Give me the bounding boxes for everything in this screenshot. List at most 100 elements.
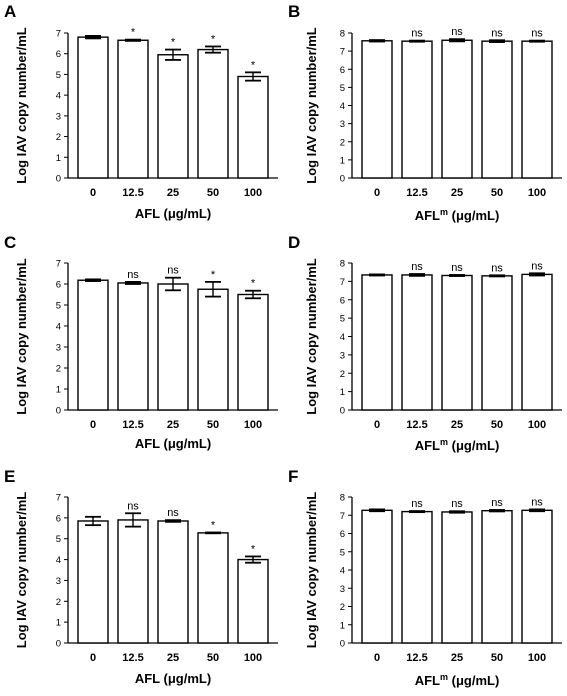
y-tick-label: 1 bbox=[340, 620, 345, 631]
x-tick-label: 0 bbox=[374, 419, 380, 431]
significance-label: ns bbox=[531, 28, 543, 40]
x-tick-label: 25 bbox=[167, 419, 179, 431]
y-tick-label: 1 bbox=[56, 153, 61, 164]
chart-panel-f: F 0 1 2 3 4 5 6 7 8 0 ns 12.5 ns 25 ns 50 ns 100 Log IAV co… bbox=[288, 467, 562, 688]
bar bbox=[481, 509, 513, 644]
y-tick-label: 0 bbox=[56, 639, 61, 650]
significance-label: * bbox=[211, 519, 216, 531]
significance-label: ns bbox=[531, 260, 543, 272]
x-axis-title-unit: (μg/mL) bbox=[160, 436, 211, 451]
x-axis-title-unit: (μg/mL) bbox=[448, 673, 499, 688]
x-axis-title: AFLm (μg/mL) bbox=[415, 437, 500, 453]
bar bbox=[117, 282, 149, 411]
y-axis-title: Log IAV copy number/mL bbox=[14, 27, 29, 184]
bar bbox=[77, 520, 109, 644]
bar bbox=[401, 510, 433, 644]
significance-label: * bbox=[131, 27, 136, 39]
y-tick-label: 3 bbox=[340, 350, 345, 361]
bar bbox=[157, 283, 189, 411]
y-tick-label: 3 bbox=[56, 576, 61, 587]
x-tick-label: 0 bbox=[374, 652, 380, 664]
panel-letter: E bbox=[4, 467, 15, 486]
y-tick-label: 4 bbox=[340, 101, 345, 112]
x-axis-title-main: AFL bbox=[415, 438, 440, 453]
y-tick-label: 8 bbox=[340, 259, 345, 270]
bar bbox=[117, 519, 149, 644]
x-axis-title: AFL (μg/mL) bbox=[135, 671, 211, 686]
bar bbox=[361, 40, 393, 179]
y-tick-label: 2 bbox=[56, 132, 61, 143]
panel-letter: F bbox=[288, 467, 298, 486]
x-tick-label: 25 bbox=[167, 187, 179, 199]
x-axis-title-main: AFL bbox=[415, 208, 440, 223]
x-tick-label: 0 bbox=[90, 419, 96, 431]
x-tick-label: 25 bbox=[451, 419, 463, 431]
x-axis-title: AFL (μg/mL) bbox=[135, 436, 211, 451]
x-axis-title-main: AFL bbox=[135, 671, 160, 686]
x-axis-title-main: AFL bbox=[135, 206, 160, 221]
significance-label: ns bbox=[167, 265, 179, 277]
y-tick-label: 5 bbox=[56, 301, 61, 312]
x-axis-title-superscript: m bbox=[440, 207, 448, 217]
bar bbox=[157, 520, 189, 644]
y-tick-label: 5 bbox=[56, 534, 61, 545]
y-tick-label: 1 bbox=[340, 387, 345, 398]
x-tick-label: 25 bbox=[451, 652, 463, 664]
bar bbox=[441, 274, 473, 411]
chart-panel-d: D 0 1 2 3 4 5 6 7 8 0 ns 12.5 ns 25 ns 50 ns 100 Log IAV co… bbox=[288, 233, 562, 453]
y-tick-label: 5 bbox=[340, 83, 345, 94]
y-axis-title: Log IAV copy number/mL bbox=[14, 492, 29, 649]
y-tick-label: 4 bbox=[340, 566, 345, 577]
y-tick-label: 7 bbox=[56, 493, 61, 504]
x-tick-label: 50 bbox=[207, 652, 219, 664]
y-tick-label: 0 bbox=[56, 174, 61, 185]
y-axis-title: Log IAV copy number/mL bbox=[14, 258, 29, 415]
panel-letter: D bbox=[288, 233, 300, 252]
y-tick-label: 1 bbox=[340, 155, 345, 166]
x-tick-label: 12.5 bbox=[406, 652, 427, 664]
panel-letter: C bbox=[4, 233, 16, 252]
x-tick-label: 12.5 bbox=[122, 419, 143, 431]
y-tick-label: 6 bbox=[340, 529, 345, 540]
x-axis-title-superscript: m bbox=[440, 437, 448, 447]
significance-label: * bbox=[211, 269, 216, 281]
y-axis-title: Log IAV copy number/mL bbox=[304, 492, 319, 649]
bar bbox=[521, 40, 553, 179]
y-tick-label: 8 bbox=[340, 29, 345, 40]
y-tick-label: 0 bbox=[340, 174, 345, 185]
y-tick-label: 8 bbox=[340, 493, 345, 504]
bar bbox=[237, 293, 269, 411]
bar bbox=[237, 558, 269, 644]
significance-label: ns bbox=[411, 28, 423, 40]
bar bbox=[361, 274, 393, 411]
significance-label: ns bbox=[127, 500, 139, 512]
y-tick-label: 6 bbox=[56, 513, 61, 524]
bar bbox=[441, 39, 473, 179]
panel-letter: B bbox=[288, 2, 300, 21]
y-tick-label: 2 bbox=[56, 597, 61, 608]
y-tick-label: 6 bbox=[340, 295, 345, 306]
y-tick-label: 5 bbox=[340, 314, 345, 325]
x-tick-label: 0 bbox=[374, 187, 380, 199]
x-tick-label: 50 bbox=[491, 652, 503, 664]
y-tick-label: 7 bbox=[340, 511, 345, 522]
significance-label: ns bbox=[491, 262, 503, 274]
significance-label: ns bbox=[451, 26, 463, 38]
y-axis-title: Log IAV copy number/mL bbox=[304, 27, 319, 184]
x-tick-label: 12.5 bbox=[406, 419, 427, 431]
x-axis-title: AFL (μg/mL) bbox=[135, 206, 211, 221]
x-tick-label: 100 bbox=[244, 419, 262, 431]
bar bbox=[401, 40, 433, 179]
y-tick-label: 2 bbox=[56, 364, 61, 375]
y-tick-label: 7 bbox=[340, 47, 345, 58]
panel-letter: A bbox=[4, 2, 16, 21]
y-tick-label: 4 bbox=[56, 322, 61, 333]
y-tick-label: 4 bbox=[340, 332, 345, 343]
x-tick-label: 25 bbox=[167, 652, 179, 664]
x-axis-title-main: AFL bbox=[415, 673, 440, 688]
bar bbox=[481, 275, 513, 411]
x-axis-title-unit: (μg/mL) bbox=[448, 208, 499, 223]
y-tick-label: 4 bbox=[56, 555, 61, 566]
x-tick-label: 100 bbox=[528, 652, 546, 664]
y-tick-label: 0 bbox=[340, 639, 345, 650]
